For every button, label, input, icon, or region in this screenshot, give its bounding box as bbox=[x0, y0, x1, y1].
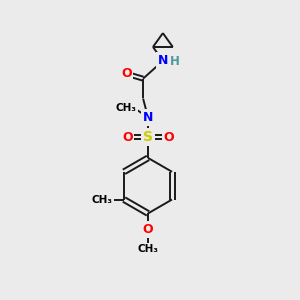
Text: O: O bbox=[164, 130, 174, 144]
Text: CH₃: CH₃ bbox=[92, 194, 113, 205]
Text: S: S bbox=[143, 130, 153, 144]
Text: O: O bbox=[143, 223, 153, 236]
Text: CH₃: CH₃ bbox=[116, 103, 137, 113]
Text: N: N bbox=[143, 111, 153, 124]
Text: N: N bbox=[158, 54, 168, 67]
Text: O: O bbox=[122, 130, 133, 144]
Text: H: H bbox=[170, 55, 180, 68]
Text: CH₃: CH₃ bbox=[137, 244, 158, 254]
Text: O: O bbox=[121, 67, 131, 80]
